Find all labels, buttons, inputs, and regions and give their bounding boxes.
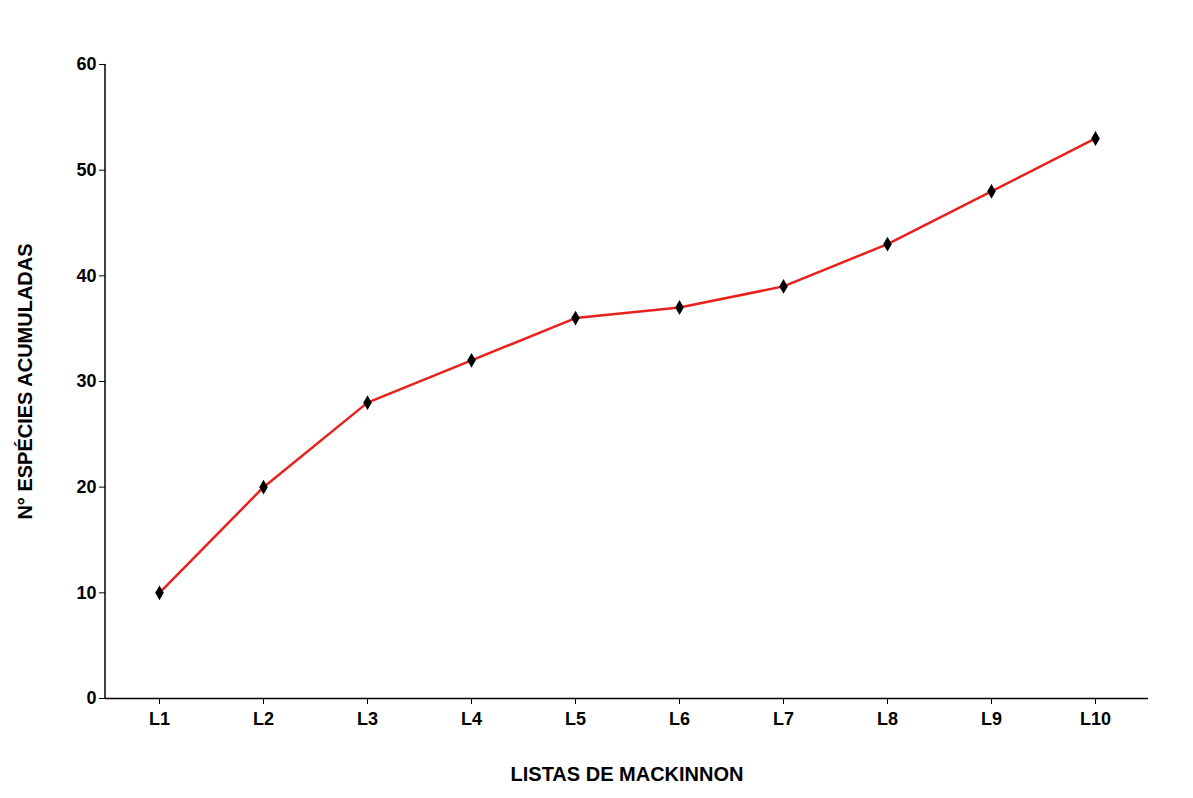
svg-text:L5: L5: [565, 709, 586, 729]
svg-text:L2: L2: [253, 709, 274, 729]
svg-text:L10: L10: [1080, 709, 1111, 729]
svg-text:L1: L1: [149, 709, 170, 729]
svg-text:L8: L8: [877, 709, 898, 729]
svg-text:10: 10: [76, 583, 96, 603]
svg-text:30: 30: [76, 371, 96, 391]
svg-text:L6: L6: [669, 709, 690, 729]
svg-text:L3: L3: [357, 709, 378, 729]
svg-text:40: 40: [76, 266, 96, 286]
svg-text:LISTAS DE MACKINNON: LISTAS DE MACKINNON: [511, 763, 744, 785]
svg-text:N° ESPÉCIES ACUMULADAS: N° ESPÉCIES ACUMULADAS: [14, 243, 36, 519]
svg-text:L9: L9: [981, 709, 1002, 729]
svg-text:0: 0: [86, 688, 96, 708]
svg-text:60: 60: [76, 54, 96, 74]
svg-text:20: 20: [76, 477, 96, 497]
svg-text:L7: L7: [773, 709, 794, 729]
svg-text:L4: L4: [461, 709, 482, 729]
svg-text:50: 50: [76, 160, 96, 180]
